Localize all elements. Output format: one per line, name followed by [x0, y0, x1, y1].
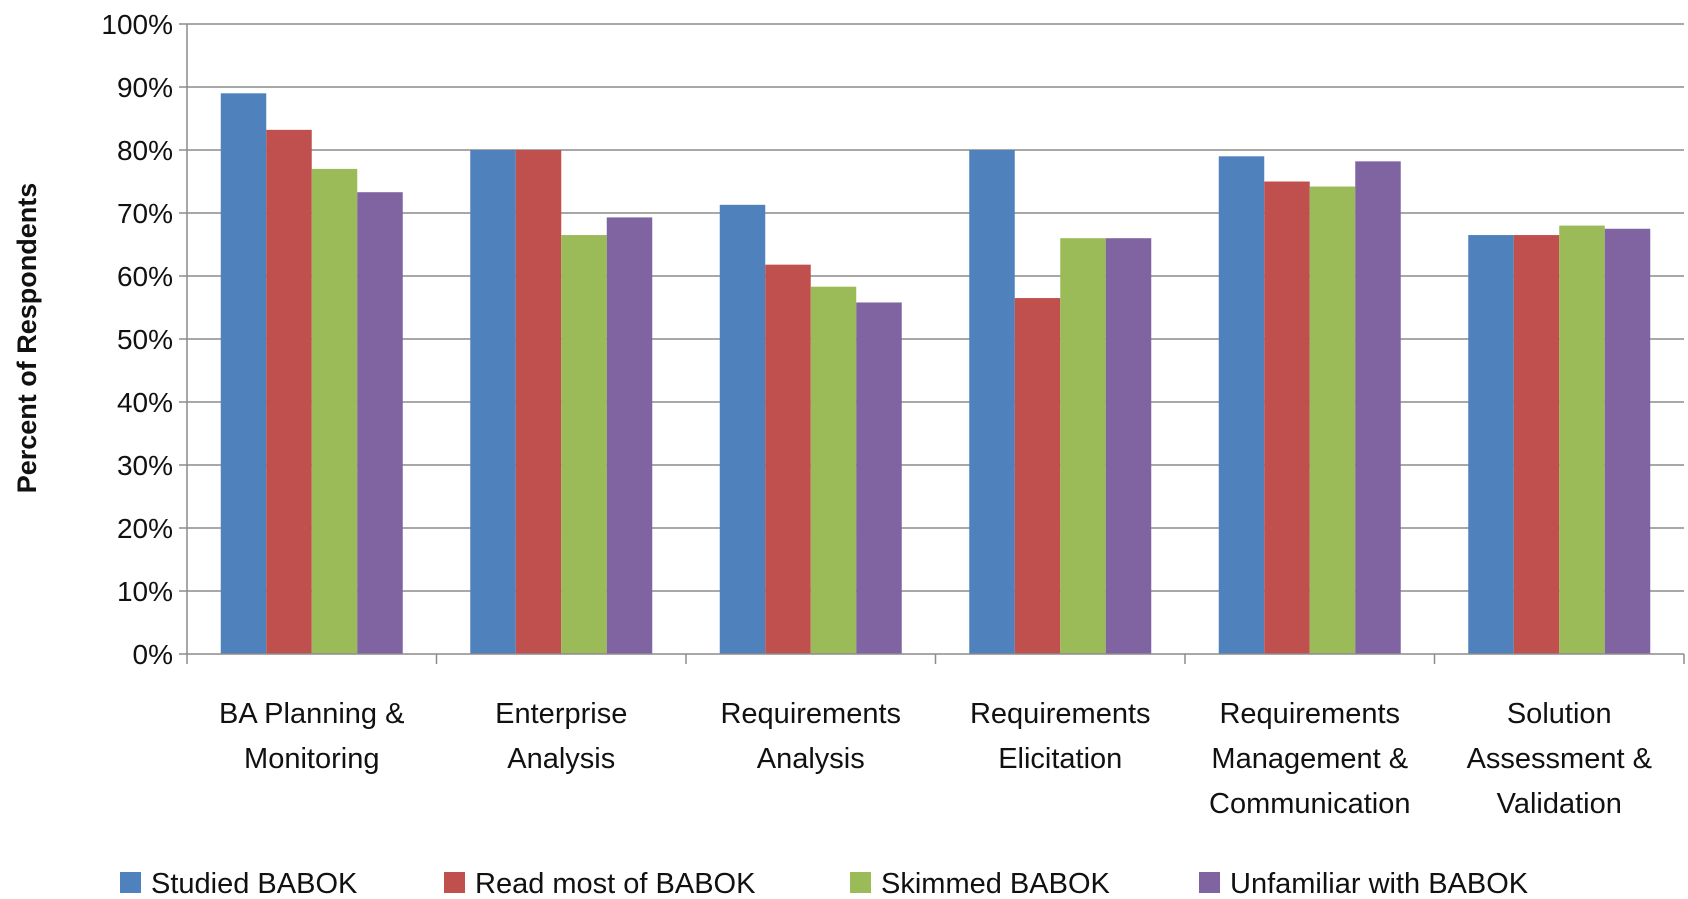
y-tick-label: 80% — [117, 135, 173, 166]
legend-label: Read most of BABOK — [475, 868, 756, 899]
y-tick-label: 60% — [117, 261, 173, 292]
y-tick-label: 90% — [117, 72, 173, 103]
x-category-label-line: BA Planning & — [219, 698, 404, 730]
y-axis-title: Percent of Respondents — [12, 183, 42, 494]
x-category-label-line: Solution — [1507, 698, 1612, 730]
bar — [810, 286, 857, 654]
y-tick-label: 50% — [117, 324, 173, 355]
y-tick-label: 100% — [101, 9, 173, 40]
bar — [1559, 225, 1605, 654]
bar — [561, 235, 607, 655]
bar — [1218, 156, 1265, 655]
bar — [1105, 238, 1152, 654]
x-category-label-line: Requirements — [720, 698, 901, 730]
x-category-label: Enterprise Analysis — [495, 698, 627, 775]
x-category-label-line: Requirements — [970, 698, 1151, 730]
y-tick-label: 0% — [133, 639, 173, 670]
x-category-label: BA Planning & Monitoring — [219, 698, 404, 775]
legend-label: Skimmed BABOK — [881, 868, 1110, 899]
legend: Studied BABOK Read most of BABOK Skimmed B… — [120, 868, 1529, 899]
axes — [186, 24, 1685, 664]
bar — [1309, 186, 1356, 655]
legend-swatch — [120, 872, 141, 893]
x-category-label-line: Management & — [1211, 743, 1408, 775]
x-category-labels: BA Planning & Monitoring Enterprise Analysi… — [219, 698, 1652, 820]
bar — [856, 302, 902, 654]
y-tick-label: 70% — [117, 198, 173, 229]
bar — [515, 150, 562, 654]
bar — [765, 264, 811, 654]
bar — [969, 150, 1015, 654]
x-category-label-line: Enterprise — [495, 698, 627, 730]
x-category-label-line: Analysis — [507, 743, 615, 775]
bar — [1604, 228, 1651, 654]
bar — [1355, 161, 1401, 654]
x-category-label: Requirements Analysis — [720, 698, 901, 775]
x-category-label-line: Validation — [1497, 788, 1622, 820]
bar — [1264, 181, 1310, 654]
x-category-label: Requirements Management & Communication — [1209, 698, 1410, 820]
bars-group — [220, 93, 1651, 655]
y-tick-label: 20% — [117, 513, 173, 544]
bar — [1060, 238, 1106, 654]
x-category-label: Solution Assessment & Validation — [1467, 698, 1652, 820]
bar — [1513, 235, 1560, 655]
legend-swatch — [1199, 872, 1220, 893]
y-tick-label: 30% — [117, 450, 173, 481]
bar — [606, 217, 653, 654]
gridlines — [179, 23, 1684, 655]
x-category-label-line: Communication — [1209, 788, 1410, 820]
x-category-label-line: Monitoring — [244, 743, 379, 775]
bar — [311, 168, 358, 654]
y-tick-label: 10% — [117, 576, 173, 607]
legend-swatch — [444, 872, 465, 893]
bar — [220, 93, 267, 655]
bar — [1014, 298, 1061, 654]
x-category-label: Requirements Elicitation — [970, 698, 1151, 775]
x-category-label-line: Requirements — [1219, 698, 1400, 730]
x-category-label-line: Analysis — [757, 743, 865, 775]
legend-label: Studied BABOK — [151, 868, 358, 899]
bar — [357, 192, 403, 654]
legend-label: Unfamiliar with BABOK — [1230, 868, 1529, 899]
y-tick-label: 40% — [117, 387, 173, 418]
y-tick-labels: 0% 10% 20% 30% 40% 50% 60% 70% 80% 90% 100% — [101, 9, 173, 670]
x-category-label-line: Assessment & — [1467, 743, 1652, 775]
bar — [1468, 235, 1514, 655]
legend-swatch — [850, 872, 871, 893]
x-category-label-line: Elicitation — [998, 743, 1122, 775]
bar — [719, 204, 766, 654]
bar — [266, 129, 312, 655]
bar — [470, 150, 516, 654]
